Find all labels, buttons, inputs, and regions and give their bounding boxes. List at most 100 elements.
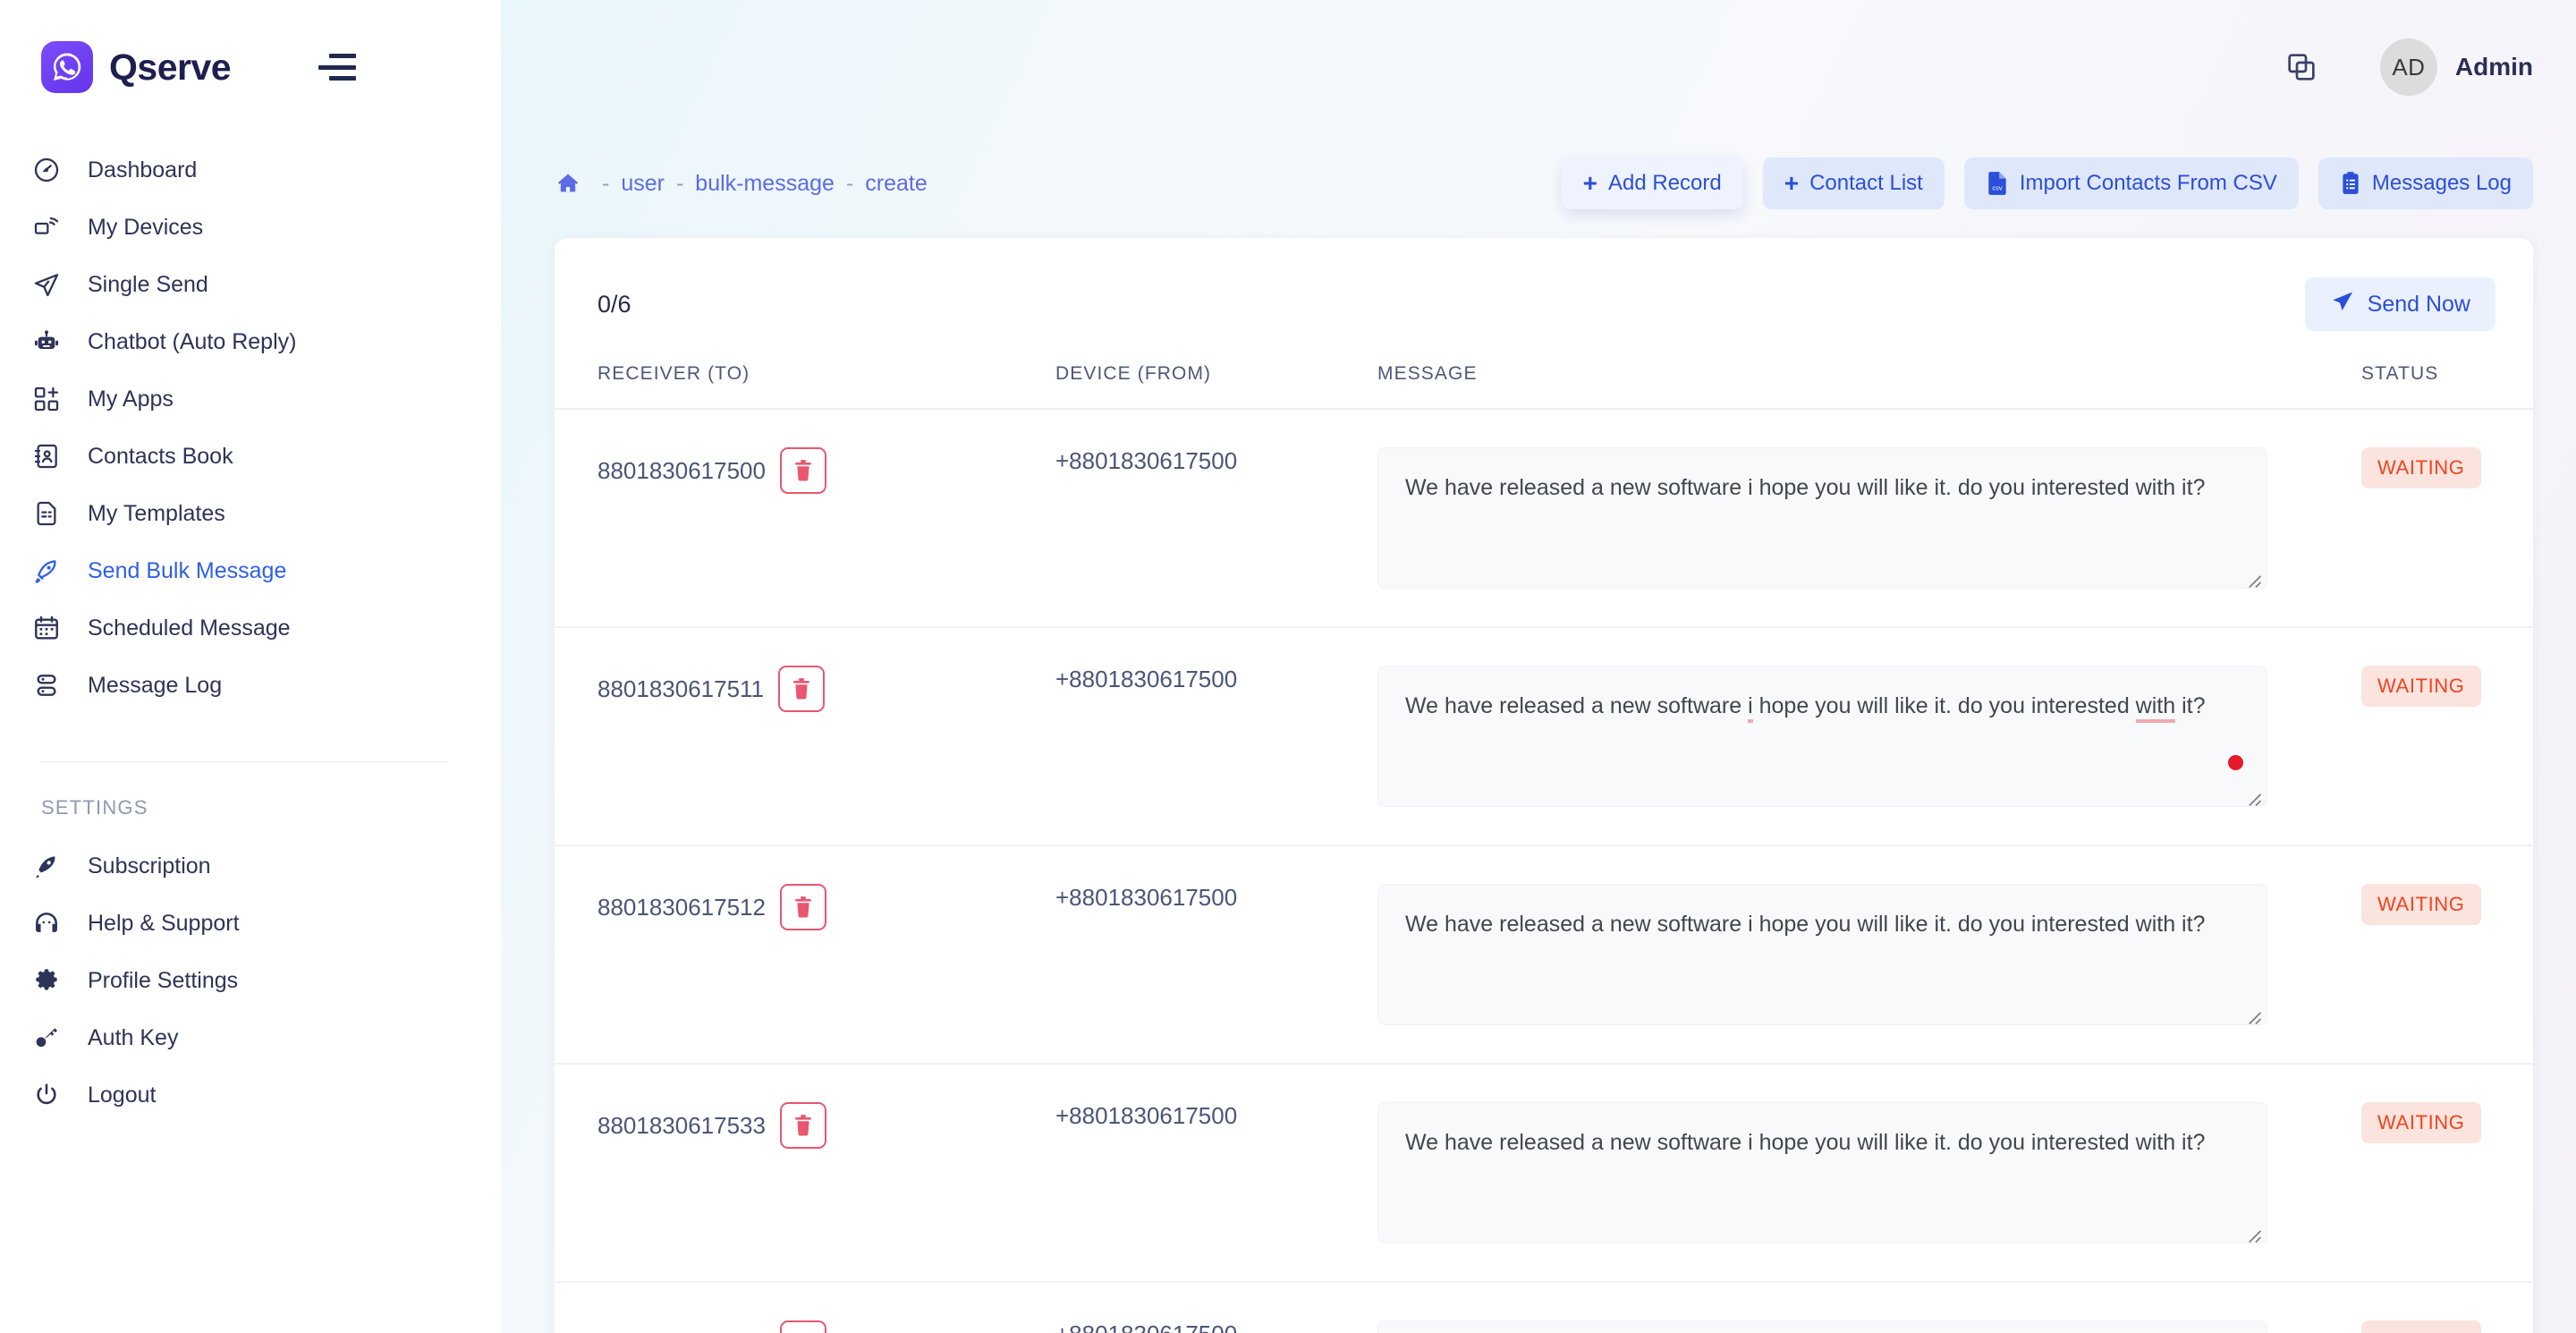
contact-list-label: Contact List (1809, 171, 1923, 195)
column-header-status: STATUS (2361, 336, 2533, 410)
cell-message: We have released a new software i hope y… (1377, 845, 2361, 1065)
hamburger-icon[interactable] (318, 54, 357, 81)
delete-row-button[interactable] (779, 447, 826, 494)
table-row: 8801830617511 (555, 627, 2533, 846)
sidebar-nav: Dashboard My Devices Single Send (0, 134, 501, 714)
avatar[interactable]: AD (2379, 38, 2437, 96)
sidebar-item-label: Send Bulk Message (88, 557, 287, 583)
receiver-number: 8801830617512 (597, 893, 766, 921)
breadcrumb-item-user[interactable]: user (621, 170, 665, 196)
sidebar-item-label: Auth Key (88, 1024, 179, 1050)
messages-log-label: Messages Log (2371, 171, 2512, 195)
key-icon (32, 1023, 68, 1053)
cell-device: +8801830617500 (1055, 409, 1377, 628)
delete-row-button[interactable] (779, 884, 826, 930)
sidebar-item-message-log[interactable]: Message Log (0, 657, 501, 714)
cell-status: WAITING (2361, 1064, 2533, 1283)
address-book-icon (32, 441, 68, 471)
delete-row-button[interactable] (779, 1102, 826, 1149)
import-contacts-csv-button[interactable]: csv Import Contacts From CSV (1963, 157, 2299, 209)
copy-icon[interactable] (2284, 49, 2319, 85)
sidebar-divider (41, 761, 447, 762)
sidebar-item-send-bulk-message[interactable]: Send Bulk Message (0, 542, 501, 599)
sidebar-item-scheduled-message[interactable]: Scheduled Message (0, 599, 501, 657)
sidebar-item-label: Subscription (88, 853, 211, 879)
svg-text:csv: csv (1992, 184, 2003, 192)
add-record-button[interactable]: + Add Record (1561, 157, 1743, 209)
message-text: We have released a new software i hope y… (1405, 912, 2206, 937)
sidebar-item-single-send[interactable]: Single Send (0, 256, 501, 313)
speedometer-icon (32, 155, 68, 185)
cell-receiver: 8801830617500 (555, 409, 1055, 628)
sidebar-item-label: Chatbot (Auto Reply) (88, 328, 297, 354)
table-body: 8801830617500 (555, 409, 2533, 1333)
sidebar-item-help-support[interactable]: Help & Support (0, 895, 501, 952)
status-badge: WAITING (2361, 884, 2481, 925)
cell-message: We have released a new software i hope y… (1377, 627, 2361, 846)
grid-plus-icon (32, 384, 68, 414)
sidebar-item-label: My Apps (88, 386, 174, 412)
main-content: AD Admin - user - bulk-message - create (501, 0, 2576, 1333)
user-name[interactable]: Admin (2454, 53, 2533, 81)
sidebar-item-label: Help & Support (88, 910, 240, 936)
cell-receiver: 8801830617512 (555, 845, 1055, 1065)
message-textarea[interactable]: We have released a new software i hope y… (1377, 447, 2267, 589)
home-icon[interactable] (555, 171, 581, 196)
settings-section-label: SETTINGS (41, 796, 148, 819)
cell-receiver: 8801830617533 (555, 1064, 1055, 1283)
breadcrumb-separator: - (602, 170, 610, 196)
receiver-number: 8801830617511 (597, 675, 765, 702)
message-text-part3: it? (2175, 693, 2206, 718)
message-text: We have released a new software i hope y… (1405, 1130, 2206, 1155)
column-header-receiver: RECEIVER (TO) (555, 336, 1055, 410)
breadcrumb-item-bulk-message[interactable]: bulk-message (695, 170, 835, 196)
sidebar-item-subscription[interactable]: Subscription (0, 837, 501, 895)
breadcrumb-separator: - (845, 170, 854, 196)
send-now-label: Send Now (2367, 291, 2470, 317)
message-textarea[interactable]: We have released a new software i hope y… (1377, 1320, 2267, 1333)
log-list-icon (32, 670, 68, 700)
topbar: AD Admin (501, 0, 2576, 134)
avatar-initials: AD (2392, 53, 2426, 81)
message-textarea[interactable]: We have released a new software i hope y… (1377, 884, 2267, 1025)
sidebar-item-chatbot[interactable]: Chatbot (Auto Reply) (0, 313, 501, 370)
calendar-icon (32, 613, 68, 643)
sidebar-item-my-templates[interactable]: My Templates (0, 485, 501, 542)
gear-icon (32, 965, 68, 996)
resize-handle-icon (2242, 1220, 2262, 1243)
sidebar-item-dashboard[interactable]: Dashboard (0, 141, 501, 199)
cell-device: +8801830617500 (1055, 1282, 1377, 1333)
sidebar-item-label: My Templates (88, 500, 225, 526)
contact-list-button[interactable]: + Contact List (1762, 157, 1945, 209)
cell-device: +8801830617500 (1055, 845, 1377, 1065)
receiver-number: 8801830617500 (597, 456, 766, 484)
delete-row-button[interactable] (778, 666, 826, 712)
sidebar-item-my-devices[interactable]: My Devices (0, 199, 501, 256)
sidebar-item-profile-settings[interactable]: Profile Settings (0, 952, 501, 1009)
sidebar-item-logout[interactable]: Logout (0, 1066, 501, 1124)
cell-device: +8801830617500 (1055, 1064, 1377, 1283)
cell-status: WAITING (2361, 845, 2533, 1065)
card-header: 0/6 Send Now (555, 238, 2533, 336)
resize-handle-icon (2242, 784, 2262, 806)
messages-log-button[interactable]: Messages Log (2318, 157, 2533, 209)
delete-row-button[interactable] (779, 1320, 826, 1333)
breadcrumb: - user - bulk-message - create (555, 171, 928, 197)
sidebar-item-my-apps[interactable]: My Apps (0, 370, 501, 428)
breadcrumb-row: - user - bulk-message - create + Add Rec… (501, 149, 2576, 218)
message-text-part2: hope you will like it. do you interested (1752, 693, 2136, 718)
cell-device: +8801830617500 (1055, 627, 1377, 846)
breadcrumb-item-create[interactable]: create (865, 170, 928, 196)
sidebar-item-contacts-book[interactable]: Contacts Book (0, 428, 501, 485)
sidebar-settings-nav: Subscription Help & Support (0, 830, 501, 1124)
send-now-button[interactable]: Send Now (2304, 277, 2496, 331)
resize-handle-icon (2242, 1002, 2262, 1024)
sidebar: Qserve Dashboard My D (0, 0, 501, 1333)
message-textarea[interactable]: We have released a new software i hope y… (1377, 1102, 2267, 1244)
headset-icon (32, 908, 68, 938)
message-textarea[interactable]: We have released a new software i hope y… (1377, 666, 2267, 807)
rocket-icon (32, 556, 68, 586)
sidebar-item-auth-key[interactable]: Auth Key (0, 1009, 501, 1066)
resize-handle-icon (2242, 565, 2262, 588)
